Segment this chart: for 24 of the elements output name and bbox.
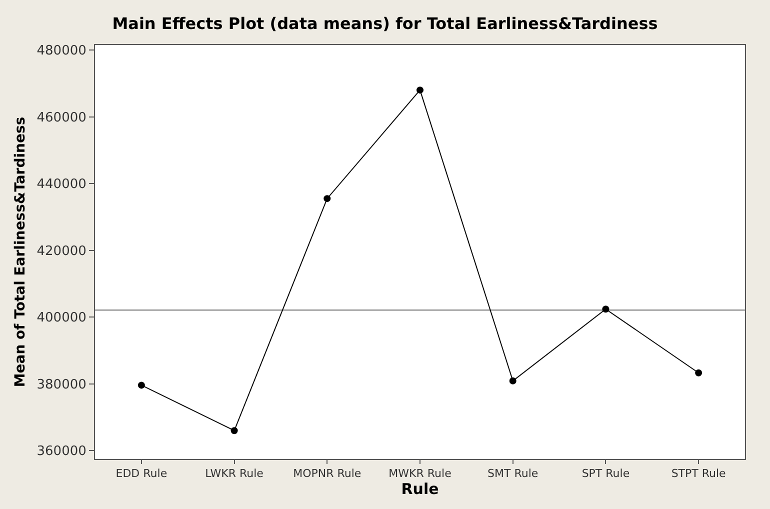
chart-title: Main Effects Plot (data means) for Total Earliness&Tardiness — [112, 14, 658, 34]
point — [509, 377, 516, 384]
point — [602, 306, 610, 313]
x-tick-label: MWKR Rule — [388, 467, 452, 480]
y-tick-label: 360000 — [36, 444, 86, 460]
y-tick-label: 380000 — [36, 377, 86, 392]
x-tick-label: EDD Rule — [116, 467, 168, 480]
x-tick-label: SMT Rule — [488, 467, 538, 480]
x-axis-title: Rule — [401, 480, 439, 498]
y-tick-label: 400000 — [36, 310, 86, 326]
x-tick-label: SPT Rule — [582, 467, 630, 480]
point — [416, 86, 424, 94]
point — [695, 369, 702, 376]
y-tick-label: 460000 — [36, 110, 86, 126]
point — [324, 195, 331, 202]
y-axis-title: Mean of Total Earliness&Tardiness — [12, 116, 28, 388]
x-tick-label: MOPNR Rule — [293, 467, 362, 480]
x-tick-label: STPT Rule — [671, 467, 726, 480]
x-tick-label: LWKR Rule — [205, 467, 264, 480]
y-tick-label: 480000 — [36, 44, 86, 59]
point — [138, 382, 145, 389]
y-tick-label: 420000 — [36, 244, 86, 259]
y-tick-label: 440000 — [36, 177, 86, 192]
point — [230, 427, 238, 434]
